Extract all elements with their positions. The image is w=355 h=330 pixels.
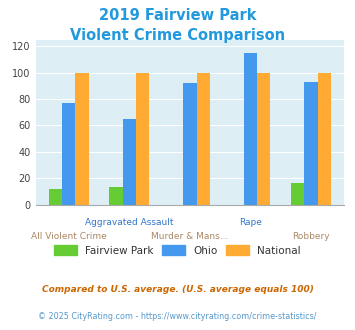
Text: Robbery: Robbery [292, 232, 330, 241]
Bar [123, 119, 136, 205]
Text: © 2025 CityRating.com - https://www.cityrating.com/crime-statistics/: © 2025 CityRating.com - https://www.city… [38, 312, 317, 321]
Bar [304, 82, 318, 205]
Text: Murder & Mans...: Murder & Mans... [151, 232, 229, 241]
Bar [183, 83, 197, 205]
Text: All Violent Crime: All Violent Crime [31, 232, 107, 241]
Bar [291, 183, 304, 205]
Bar [197, 73, 210, 205]
Text: Compared to U.S. average. (U.S. average equals 100): Compared to U.S. average. (U.S. average … [42, 285, 313, 294]
Bar [136, 73, 149, 205]
Bar [257, 73, 271, 205]
Legend: Fairview Park, Ohio, National: Fairview Park, Ohio, National [50, 241, 305, 260]
Bar [62, 103, 76, 205]
Bar [76, 73, 89, 205]
Text: 2019 Fairview Park: 2019 Fairview Park [99, 8, 256, 23]
Text: Aggravated Assault: Aggravated Assault [85, 218, 174, 227]
Bar [49, 189, 62, 205]
Bar [244, 53, 257, 205]
Bar [318, 73, 331, 205]
Text: Rape: Rape [239, 218, 262, 227]
Bar [109, 187, 123, 205]
Text: Violent Crime Comparison: Violent Crime Comparison [70, 28, 285, 43]
